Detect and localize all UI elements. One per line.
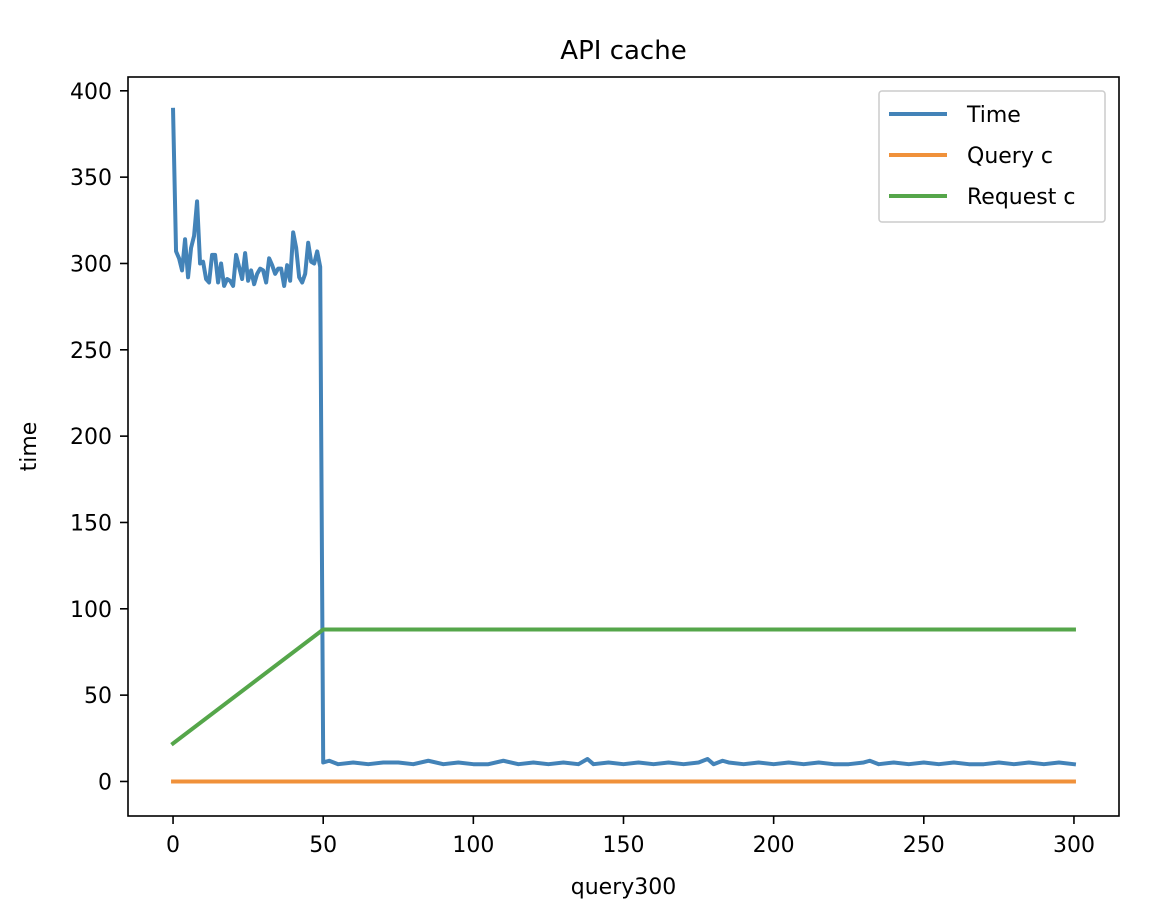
legend-label-2: Request c [967, 185, 1075, 210]
x-tick-label: 150 [603, 833, 645, 858]
y-tick-label: 150 [70, 511, 112, 536]
x-tick-label: 0 [166, 833, 180, 858]
y-tick-label: 400 [70, 80, 112, 105]
y-tick-label: 200 [70, 425, 112, 450]
x-tick-label: 300 [1053, 833, 1095, 858]
y-tick-label: 300 [70, 252, 112, 277]
x-axis-label: query300 [571, 875, 677, 900]
legend-label-1: Query c [967, 144, 1053, 169]
x-tick-label: 50 [309, 833, 337, 858]
y-tick-label: 350 [70, 166, 112, 191]
y-axis-label: time [17, 422, 42, 472]
chart-title: API cache [560, 36, 686, 66]
x-tick-label: 200 [753, 833, 795, 858]
legend: Time Query c Request c [878, 90, 1106, 223]
x-axis: 0 50 100 150 200 250 300 [166, 816, 1095, 858]
y-tick-label: 250 [70, 339, 112, 364]
x-tick-label: 250 [903, 833, 945, 858]
series-line-0 [171, 107, 1077, 767]
series-line-2 [170, 627, 1076, 747]
x-tick-label: 100 [452, 833, 494, 858]
legend-label-0: Time [966, 103, 1021, 128]
y-axis: 0 50 100 150 200 250 300 350 400 [70, 80, 128, 795]
y-tick-label: 0 [98, 770, 112, 795]
y-tick-label: 100 [70, 598, 112, 623]
legend-box [878, 90, 1106, 223]
series-layer [170, 107, 1077, 784]
y-tick-label: 50 [84, 684, 112, 709]
